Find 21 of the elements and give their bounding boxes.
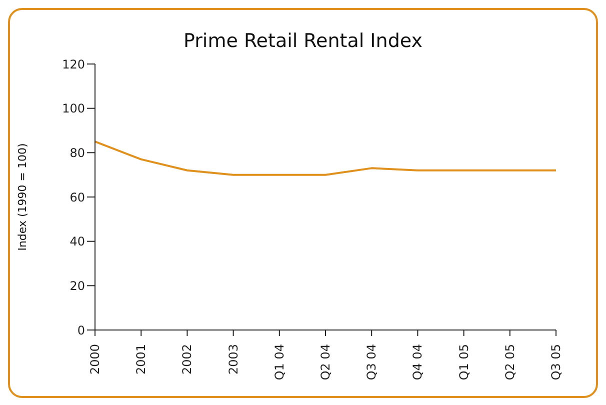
y-tick-label: 100 bbox=[62, 102, 85, 116]
chart-title: Prime Retail Rental Index bbox=[182, 30, 424, 52]
x-tick-label: Q1 04 bbox=[272, 344, 286, 380]
x-tick-label: 2001 bbox=[134, 344, 148, 375]
y-axis-title: Index (1990 = 100) bbox=[16, 143, 29, 251]
x-tick-label: 2002 bbox=[180, 344, 194, 375]
x-tick-label: 2000 bbox=[88, 344, 102, 375]
x-tick-label: Q3 05 bbox=[549, 344, 563, 380]
y-tick-label: 20 bbox=[70, 278, 85, 293]
y-tick-label: 60 bbox=[70, 190, 85, 204]
x-tick-label: Q1 05 bbox=[456, 344, 471, 380]
y-tick-label: 40 bbox=[70, 234, 85, 249]
x-tick-label: Q4 04 bbox=[410, 344, 425, 380]
x-tick-label: Q2 05 bbox=[502, 344, 517, 380]
x-tick-label: Q3 04 bbox=[364, 344, 379, 380]
x-tick-label: 2003 bbox=[226, 344, 240, 375]
y-tick-label: 0 bbox=[77, 323, 85, 338]
line-series bbox=[94, 140, 557, 176]
y-tick-label: 120 bbox=[62, 57, 85, 72]
x-tick-label: Q2 04 bbox=[318, 344, 332, 380]
y-tick-label: 80 bbox=[70, 146, 85, 160]
